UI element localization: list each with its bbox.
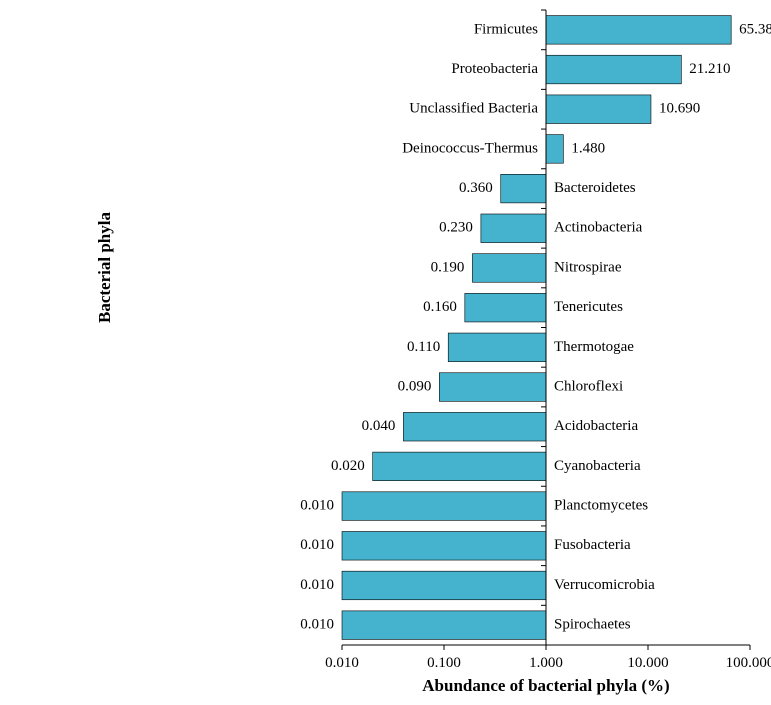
x-axis-title: Abundance of bacterial phyla (%) — [422, 676, 669, 695]
bar — [439, 373, 546, 402]
value-label: 0.010 — [300, 617, 334, 633]
bar — [373, 452, 546, 481]
category-label: Fusobacteria — [554, 537, 631, 553]
value-label: 0.020 — [331, 458, 365, 474]
bar — [546, 95, 651, 124]
value-label: 10.690 — [659, 101, 700, 117]
value-label: 1.480 — [571, 140, 605, 156]
bar — [472, 254, 546, 283]
value-label: 0.360 — [459, 180, 493, 196]
value-label: 0.110 — [407, 339, 440, 355]
category-label: Thermotogae — [554, 339, 634, 355]
category-label: Nitrospirae — [554, 259, 622, 275]
category-label: Firmicutes — [474, 21, 538, 37]
chart-svg: 0.010 0.100 1.000 10.000 100.000 Firmicutes 65… — [0, 0, 771, 705]
value-label: 0.010 — [300, 498, 334, 514]
category-label: Planctomycetes — [554, 498, 648, 514]
category-label: Acidobacteria — [554, 418, 638, 434]
bar — [342, 492, 546, 521]
value-label: 0.230 — [439, 220, 473, 236]
bar — [546, 135, 563, 164]
value-label: 0.190 — [431, 259, 465, 275]
bar — [501, 174, 546, 203]
bar — [465, 293, 546, 322]
bar — [546, 16, 731, 45]
x-tick-label: 100.000 — [726, 655, 771, 671]
category-label: Verrucomicrobia — [554, 577, 655, 593]
y-axis-title: Bacterial phyla — [95, 212, 114, 323]
value-label: 21.210 — [689, 61, 730, 77]
x-tick-label: 10.000 — [627, 655, 668, 671]
category-label: Bacteroidetes — [554, 180, 636, 196]
bar — [403, 412, 546, 441]
value-label: 0.010 — [300, 577, 334, 593]
x-tick-label: 0.010 — [325, 655, 359, 671]
bar — [546, 55, 681, 84]
category-label: Chloroflexi — [554, 378, 623, 394]
category-label: Deinococcus-Thermus — [402, 140, 538, 156]
value-label: 0.090 — [398, 378, 432, 394]
bacterial-phyla-chart: 0.010 0.100 1.000 10.000 100.000 Firmicutes 65… — [0, 0, 771, 705]
value-label: 0.160 — [423, 299, 457, 315]
bar — [342, 531, 546, 560]
bar — [342, 611, 546, 640]
x-tick-label: 1.000 — [529, 655, 563, 671]
value-label: 65.380 — [739, 21, 771, 37]
bar — [448, 333, 546, 362]
category-label: Proteobacteria — [451, 61, 538, 77]
category-label: Spirochaetes — [554, 617, 631, 633]
bar — [481, 214, 546, 243]
bar — [342, 571, 546, 600]
value-label: 0.010 — [300, 537, 334, 553]
category-label: Cyanobacteria — [554, 458, 641, 474]
category-label: Actinobacteria — [554, 220, 643, 236]
value-label: 0.040 — [362, 418, 396, 434]
category-label: Unclassified Bacteria — [409, 101, 538, 117]
category-label: Tenericutes — [554, 299, 623, 315]
x-tick-label: 0.100 — [427, 655, 461, 671]
